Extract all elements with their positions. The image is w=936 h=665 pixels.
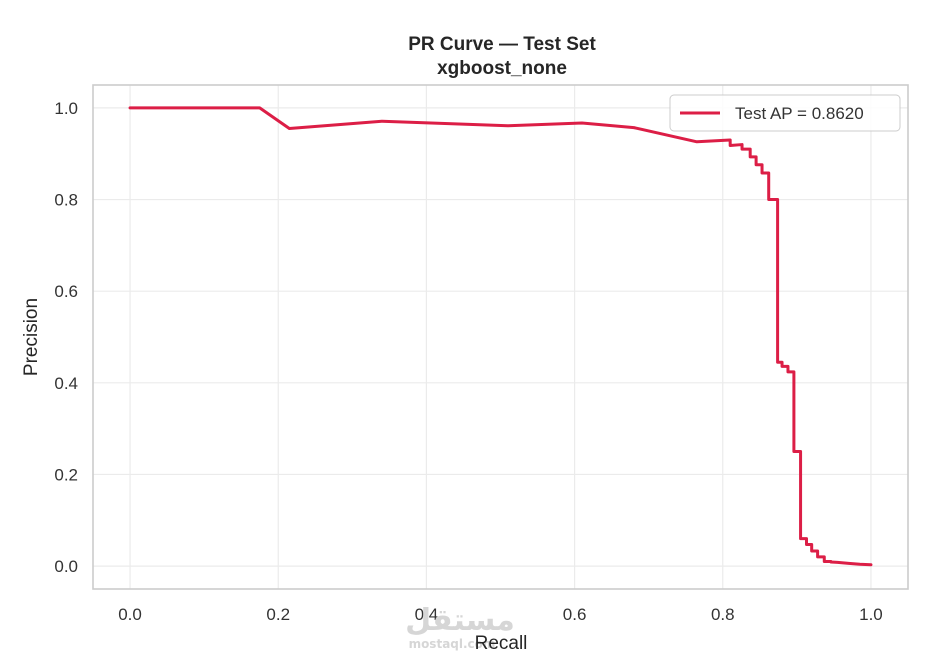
pr-curve-line	[128, 106, 873, 567]
x-axis-label: Recall	[475, 633, 528, 654]
legend-label: Test AP = 0.8620	[735, 104, 864, 123]
x-tick-label: 0.8	[711, 605, 735, 624]
chart-subtitle: xgboost_none	[437, 58, 567, 79]
y-tick-label: 0.0	[54, 557, 78, 576]
grid-lines	[93, 85, 908, 589]
y-tick-label: 0.8	[54, 191, 78, 210]
tick-labels: 0.0 0.2 0.4 0.6 0.8 1.0 0.0 0.2 0.4 0.6 0.8 1.0	[54, 99, 882, 624]
x-tick-label: 0.2	[266, 605, 290, 624]
x-tick-label: 0.6	[563, 605, 587, 624]
x-tick-label: 0.0	[118, 605, 142, 624]
y-tick-label: 0.6	[54, 282, 78, 301]
x-tick-label: 0.4	[415, 605, 439, 624]
y-axis-label: Precision	[21, 298, 42, 376]
watermark: مستقل mostaql.com	[405, 603, 515, 651]
x-tick-label: 1.0	[859, 605, 883, 624]
y-tick-label: 1.0	[54, 99, 78, 118]
y-tick-label: 0.2	[54, 465, 78, 484]
legend-box	[669, 94, 901, 132]
y-tick-label: 0.4	[54, 374, 78, 393]
plot-frame	[92, 84, 909, 590]
watermark-logo-text: مستقل	[405, 603, 515, 638]
series-layer	[128, 106, 873, 567]
chart-title: PR Curve — Test Set	[408, 34, 596, 55]
legend: Test AP = 0.8620	[669, 94, 901, 132]
watermark-subtext: mostaql.com	[409, 637, 496, 651]
